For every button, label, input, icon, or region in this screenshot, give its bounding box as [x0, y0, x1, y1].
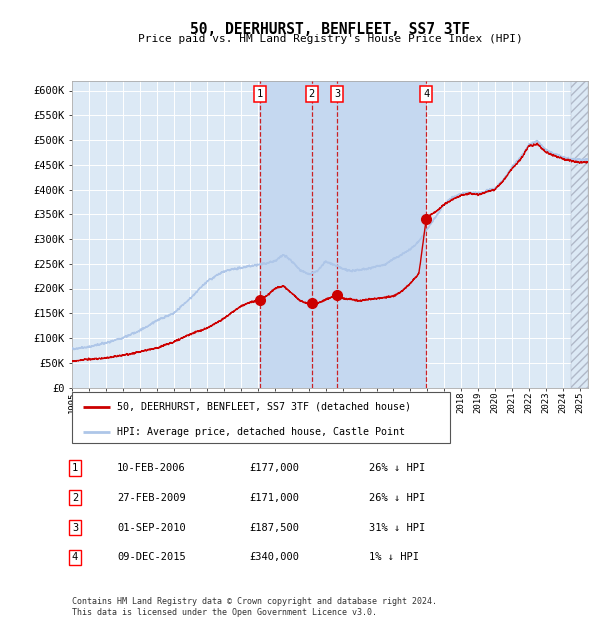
Text: 31% ↓ HPI: 31% ↓ HPI [369, 523, 425, 533]
Bar [571, 81, 588, 388]
Text: 10-FEB-2006: 10-FEB-2006 [117, 463, 186, 473]
Bar [260, 81, 426, 388]
Text: Contains HM Land Registry data © Crown copyright and database right 2024.
This d: Contains HM Land Registry data © Crown c… [72, 598, 437, 617]
Text: 50, DEERHURST, BENFLEET, SS7 3TF: 50, DEERHURST, BENFLEET, SS7 3TF [190, 22, 470, 37]
Text: 3: 3 [334, 89, 340, 99]
Text: 1: 1 [72, 463, 78, 473]
FancyBboxPatch shape [72, 392, 450, 443]
Text: £340,000: £340,000 [249, 552, 299, 562]
Text: 4: 4 [423, 89, 430, 99]
Text: 09-DEC-2015: 09-DEC-2015 [117, 552, 186, 562]
Text: 2: 2 [308, 89, 314, 99]
Text: 3: 3 [72, 523, 78, 533]
Text: £187,500: £187,500 [249, 523, 299, 533]
Text: £177,000: £177,000 [249, 463, 299, 473]
Text: 27-FEB-2009: 27-FEB-2009 [117, 493, 186, 503]
Text: Price paid vs. HM Land Registry's House Price Index (HPI): Price paid vs. HM Land Registry's House … [137, 34, 523, 44]
Text: HPI: Average price, detached house, Castle Point: HPI: Average price, detached house, Cast… [118, 427, 406, 437]
Text: 4: 4 [72, 552, 78, 562]
Text: 2: 2 [72, 493, 78, 503]
Text: 01-SEP-2010: 01-SEP-2010 [117, 523, 186, 533]
Text: 1% ↓ HPI: 1% ↓ HPI [369, 552, 419, 562]
Text: 1: 1 [257, 89, 263, 99]
Text: £171,000: £171,000 [249, 493, 299, 503]
Text: 26% ↓ HPI: 26% ↓ HPI [369, 493, 425, 503]
Text: 50, DEERHURST, BENFLEET, SS7 3TF (detached house): 50, DEERHURST, BENFLEET, SS7 3TF (detach… [118, 402, 412, 412]
Text: 26% ↓ HPI: 26% ↓ HPI [369, 463, 425, 473]
